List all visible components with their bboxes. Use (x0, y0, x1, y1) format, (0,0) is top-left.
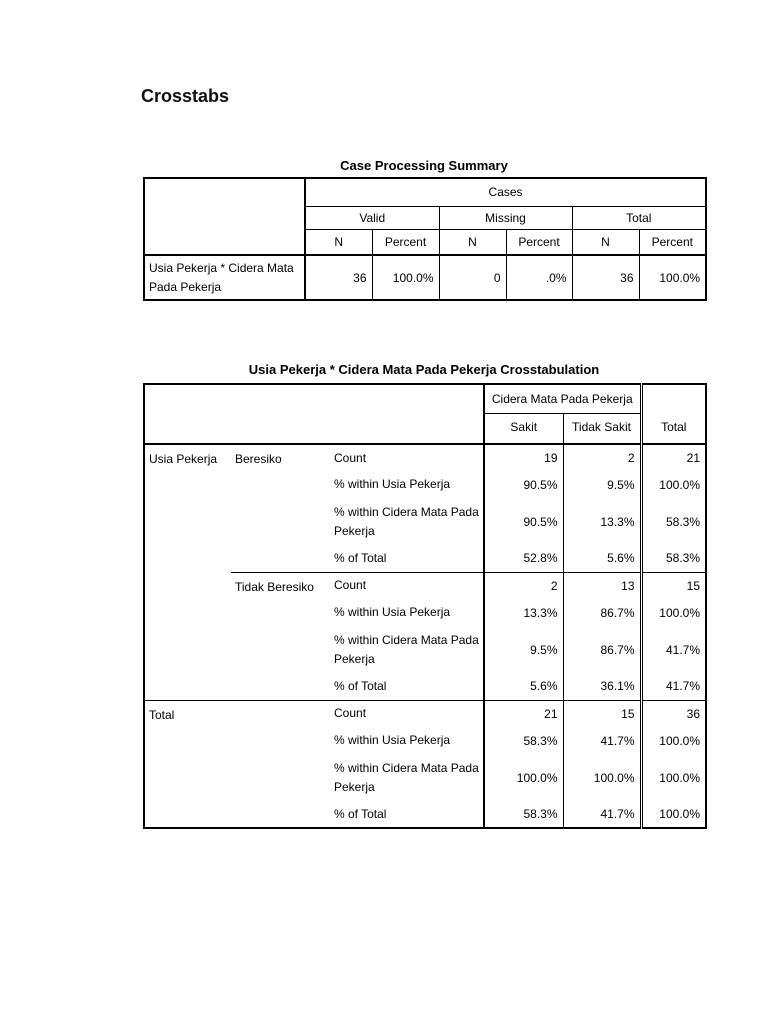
value-cell: 13.3% (484, 599, 564, 626)
value-cell: 86.7% (600, 642, 635, 657)
cps-valid-percent-value: 100.0% (372, 255, 440, 300)
cps-valid-percent-header: Percent (372, 229, 440, 256)
value-cell: 100.0% (593, 770, 635, 785)
crosstabulation-table: Cidera Mata Pada Pekerja Total Sakit Tid… (143, 383, 707, 829)
cps-data-row: Usia Pekerja * Cidera Mata Pada Pekerja … (144, 255, 707, 300)
crosstab-total-column-header: Total (639, 384, 706, 445)
value-cell: 41.7% (600, 807, 635, 821)
value-cell: 58.3% (484, 801, 564, 828)
crosstab-group-label-tidak-beresiko: Tidak Beresiko (231, 571, 329, 700)
crosstab-group-label-total: Total (144, 699, 329, 828)
table-row: % within Cidera Mata Pada Pekerja 90.5% … (144, 498, 706, 545)
crosstab-stub-header-cell (144, 384, 485, 445)
measure-label: % of Total (329, 673, 485, 700)
table-row: % within Usia Pekerja 58.3% 41.7% 100.0% (144, 727, 706, 754)
value-cell: 21 (484, 699, 564, 727)
crosstab-tidak-sakit-column-header: Tidak Sakit (563, 413, 641, 445)
measure-label: % within Cidera Mata Pada Pekerja (329, 626, 485, 673)
crosstab-group-label-beresiko: Beresiko (235, 452, 282, 466)
value-cell: 5.6% (484, 673, 564, 700)
page-title: Crosstabs (141, 86, 230, 106)
crosstab-sakit-column-header: Sakit (484, 413, 564, 445)
table-row: % within Usia Pekerja 13.3% 86.7% 100.0% (144, 599, 706, 626)
value-cell: 52.8% (484, 545, 564, 572)
value-cell: 36.1% (600, 679, 635, 694)
value-cell: 5.6% (607, 551, 635, 566)
case-processing-summary-table: Cases Valid Missing Total N Percent N Pe… (143, 177, 708, 301)
table-row: Total Count 21 15 36 (144, 699, 706, 828)
value-cell: 41.7% (639, 626, 706, 673)
cps-cases-header: Cases (305, 178, 707, 207)
value-cell: 2 (627, 451, 635, 465)
table-row: % of Total 58.3% 41.7% 100.0% (144, 801, 706, 828)
table-row: Usia Pekerja Beresiko Count 19 2 21 (144, 444, 706, 471)
cps-missing-percent-value: .0% (506, 255, 573, 300)
cps-missing-percent-header: Percent (506, 229, 573, 256)
cps-section-total: Total (572, 206, 707, 230)
value-cell: 13 (563, 571, 641, 599)
value-cell: 100.0% (639, 599, 706, 626)
measure-label: % within Cidera Mata Pada Pekerja (329, 498, 485, 545)
cps-missing-n-header: N (439, 229, 507, 256)
value-cell: 9.5% (607, 477, 635, 492)
cps-total-n-value: 36 (572, 255, 640, 300)
value-cell: 2 (484, 571, 564, 599)
table-row: % within Cidera Mata Pada Pekerja 9.5% 8… (144, 626, 706, 673)
cps-total-percent-header: Percent (639, 229, 707, 256)
value-cell: 41.7% (600, 733, 635, 748)
cps-table-title: Case Processing Summary (340, 158, 508, 173)
value-cell: 100.0% (484, 754, 564, 801)
value-cell: 100.0% (639, 471, 706, 498)
value-cell: 90.5% (484, 498, 564, 545)
value-cell: 58.3% (484, 727, 564, 754)
cps-stub-header-cell (144, 178, 306, 256)
cps-total-n-header: N (572, 229, 640, 256)
cps-section-valid: Valid (305, 206, 440, 230)
value-cell: 58.3% (639, 545, 706, 572)
value-cell: 15 (639, 571, 706, 599)
value-cell: 13.3% (600, 514, 635, 529)
value-cell: 21 (639, 444, 706, 471)
measure-label: Count (329, 571, 485, 599)
measure-label: % within Usia Pekerja (329, 727, 485, 754)
value-cell: 100.0% (639, 754, 706, 801)
measure-label: % within Cidera Mata Pada Pekerja (329, 754, 485, 801)
table-row: Tidak Beresiko Count 2 13 15 (144, 571, 706, 700)
value-cell: 90.5% (484, 471, 564, 498)
measure-label: % within Usia Pekerja (329, 471, 485, 498)
cps-section-missing: Missing (439, 206, 573, 230)
crosstab-column-group-header: Cidera Mata Pada Pekerja (484, 384, 641, 414)
measure-label: % of Total (329, 801, 485, 828)
crosstab-table-title: Usia Pekerja * Cidera Mata Pada Pekerja … (248, 362, 600, 377)
value-cell: 100.0% (639, 801, 706, 828)
measure-label: Count (329, 699, 485, 727)
value-cell: 36 (639, 699, 706, 727)
cps-row-label: Usia Pekerja * Cidera Mata Pada Pekerja (144, 255, 306, 300)
value-cell: 19 (484, 444, 564, 471)
cps-total-percent-value: 100.0% (639, 255, 707, 300)
cps-valid-n-value: 36 (305, 255, 373, 300)
value-cell: 100.0% (639, 727, 706, 754)
measure-label: % of Total (329, 545, 485, 572)
value-cell: 41.7% (639, 673, 706, 700)
measure-label: % within Usia Pekerja (329, 599, 485, 626)
crosstab-row-dimension-label: Usia Pekerja (149, 452, 218, 466)
table-row: % within Usia Pekerja 90.5% 9.5% 100.0% (144, 471, 706, 498)
table-row: % of Total 5.6% 36.1% 41.7% (144, 673, 706, 700)
value-cell: 15 (563, 699, 641, 727)
measure-label: Count (329, 444, 485, 471)
value-cell: 58.3% (639, 498, 706, 545)
value-cell: 9.5% (484, 626, 564, 673)
cps-missing-n-value: 0 (439, 255, 507, 300)
table-row: % within Cidera Mata Pada Pekerja 100.0%… (144, 754, 706, 801)
value-cell: 86.7% (600, 605, 635, 620)
table-row: % of Total 52.8% 5.6% 58.3% (144, 545, 706, 572)
cps-valid-n-header: N (305, 229, 373, 256)
